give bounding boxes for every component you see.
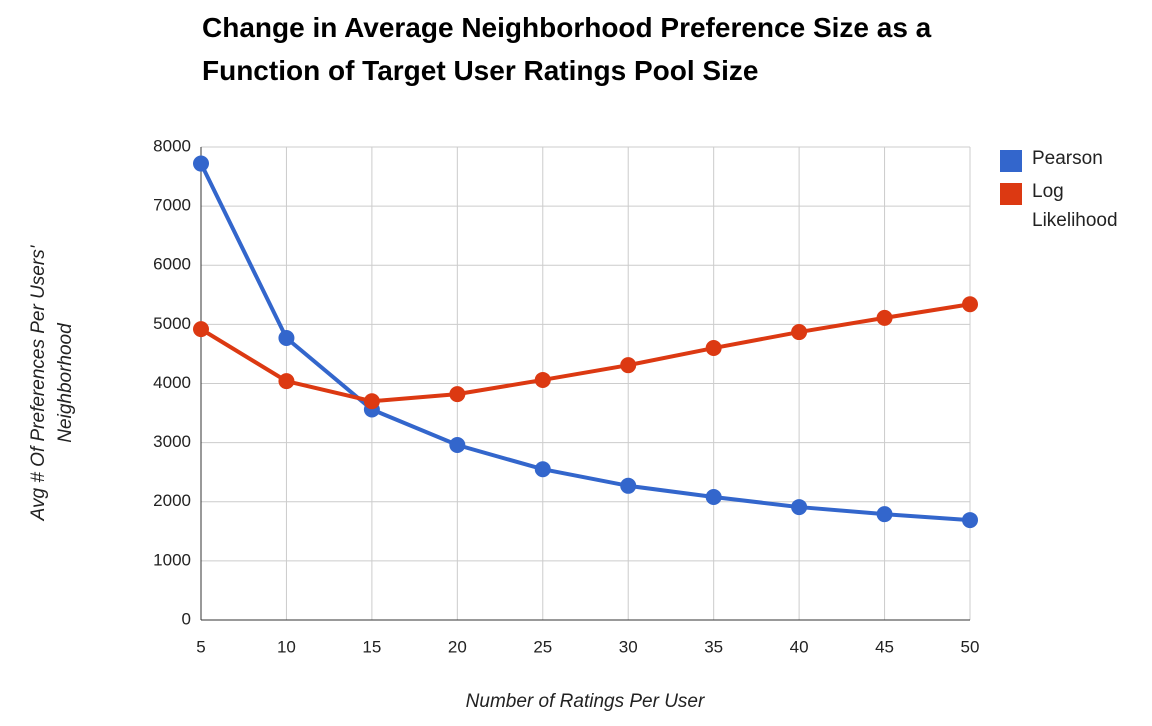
legend-label: Log Likelihood: [1032, 181, 1118, 231]
y-tick-label: 5000: [153, 314, 191, 333]
x-tick-label: 50: [961, 637, 980, 656]
legend-entry: Pearson: [1000, 144, 1150, 173]
y-tick-label: 6000: [153, 255, 191, 274]
data-point: [962, 512, 978, 529]
data-point: [534, 371, 551, 388]
data-point: [449, 386, 466, 403]
data-point: [620, 357, 637, 374]
data-point: [278, 329, 295, 346]
y-tick-label: 1000: [153, 550, 191, 569]
legend-label: Pearson: [1032, 148, 1103, 169]
x-tick-label: 5: [196, 637, 205, 656]
x-tick-label: 10: [277, 637, 296, 656]
data-point: [449, 436, 466, 453]
y-tick-label: 0: [182, 609, 191, 628]
data-point: [705, 340, 722, 357]
y-tick-label: 8000: [153, 136, 191, 155]
x-tick-label: 30: [619, 637, 638, 656]
data-point: [193, 321, 209, 338]
y-tick-label: 3000: [153, 432, 191, 451]
x-tick-label: 25: [533, 637, 552, 656]
chart-title: Change in Average Neighborhood Preferenc…: [202, 12, 932, 86]
data-point: [363, 393, 380, 410]
data-point: [620, 477, 637, 494]
data-point: [193, 155, 209, 172]
legend-swatch: [1000, 183, 1022, 205]
data-point: [705, 489, 722, 506]
data-point: [791, 324, 808, 341]
x-tick-label: 40: [790, 637, 809, 656]
y-axis-label: Avg # Of Preferences Per Users' Neighbor…: [28, 245, 76, 521]
data-point: [962, 296, 978, 313]
data-point: [876, 309, 893, 326]
y-tick-label: 4000: [153, 373, 191, 392]
x-tick-label: 15: [362, 637, 381, 656]
series-line: [199, 162, 971, 523]
y-tick-label: 2000: [153, 491, 191, 510]
x-tick-label: 45: [875, 637, 894, 656]
data-point: [876, 506, 893, 523]
x-tick-label: 20: [448, 637, 467, 656]
data-point: [534, 461, 551, 478]
data-point: [791, 499, 808, 516]
series-line: [199, 302, 971, 404]
legend-entry: Log Likelihood: [1000, 177, 1150, 235]
x-tick-label: 35: [704, 637, 723, 656]
y-tick-label: 7000: [153, 196, 191, 215]
legend-swatch: [1000, 150, 1022, 172]
x-axis-label: Number of Ratings Per User: [465, 691, 705, 712]
data-point: [278, 373, 295, 390]
